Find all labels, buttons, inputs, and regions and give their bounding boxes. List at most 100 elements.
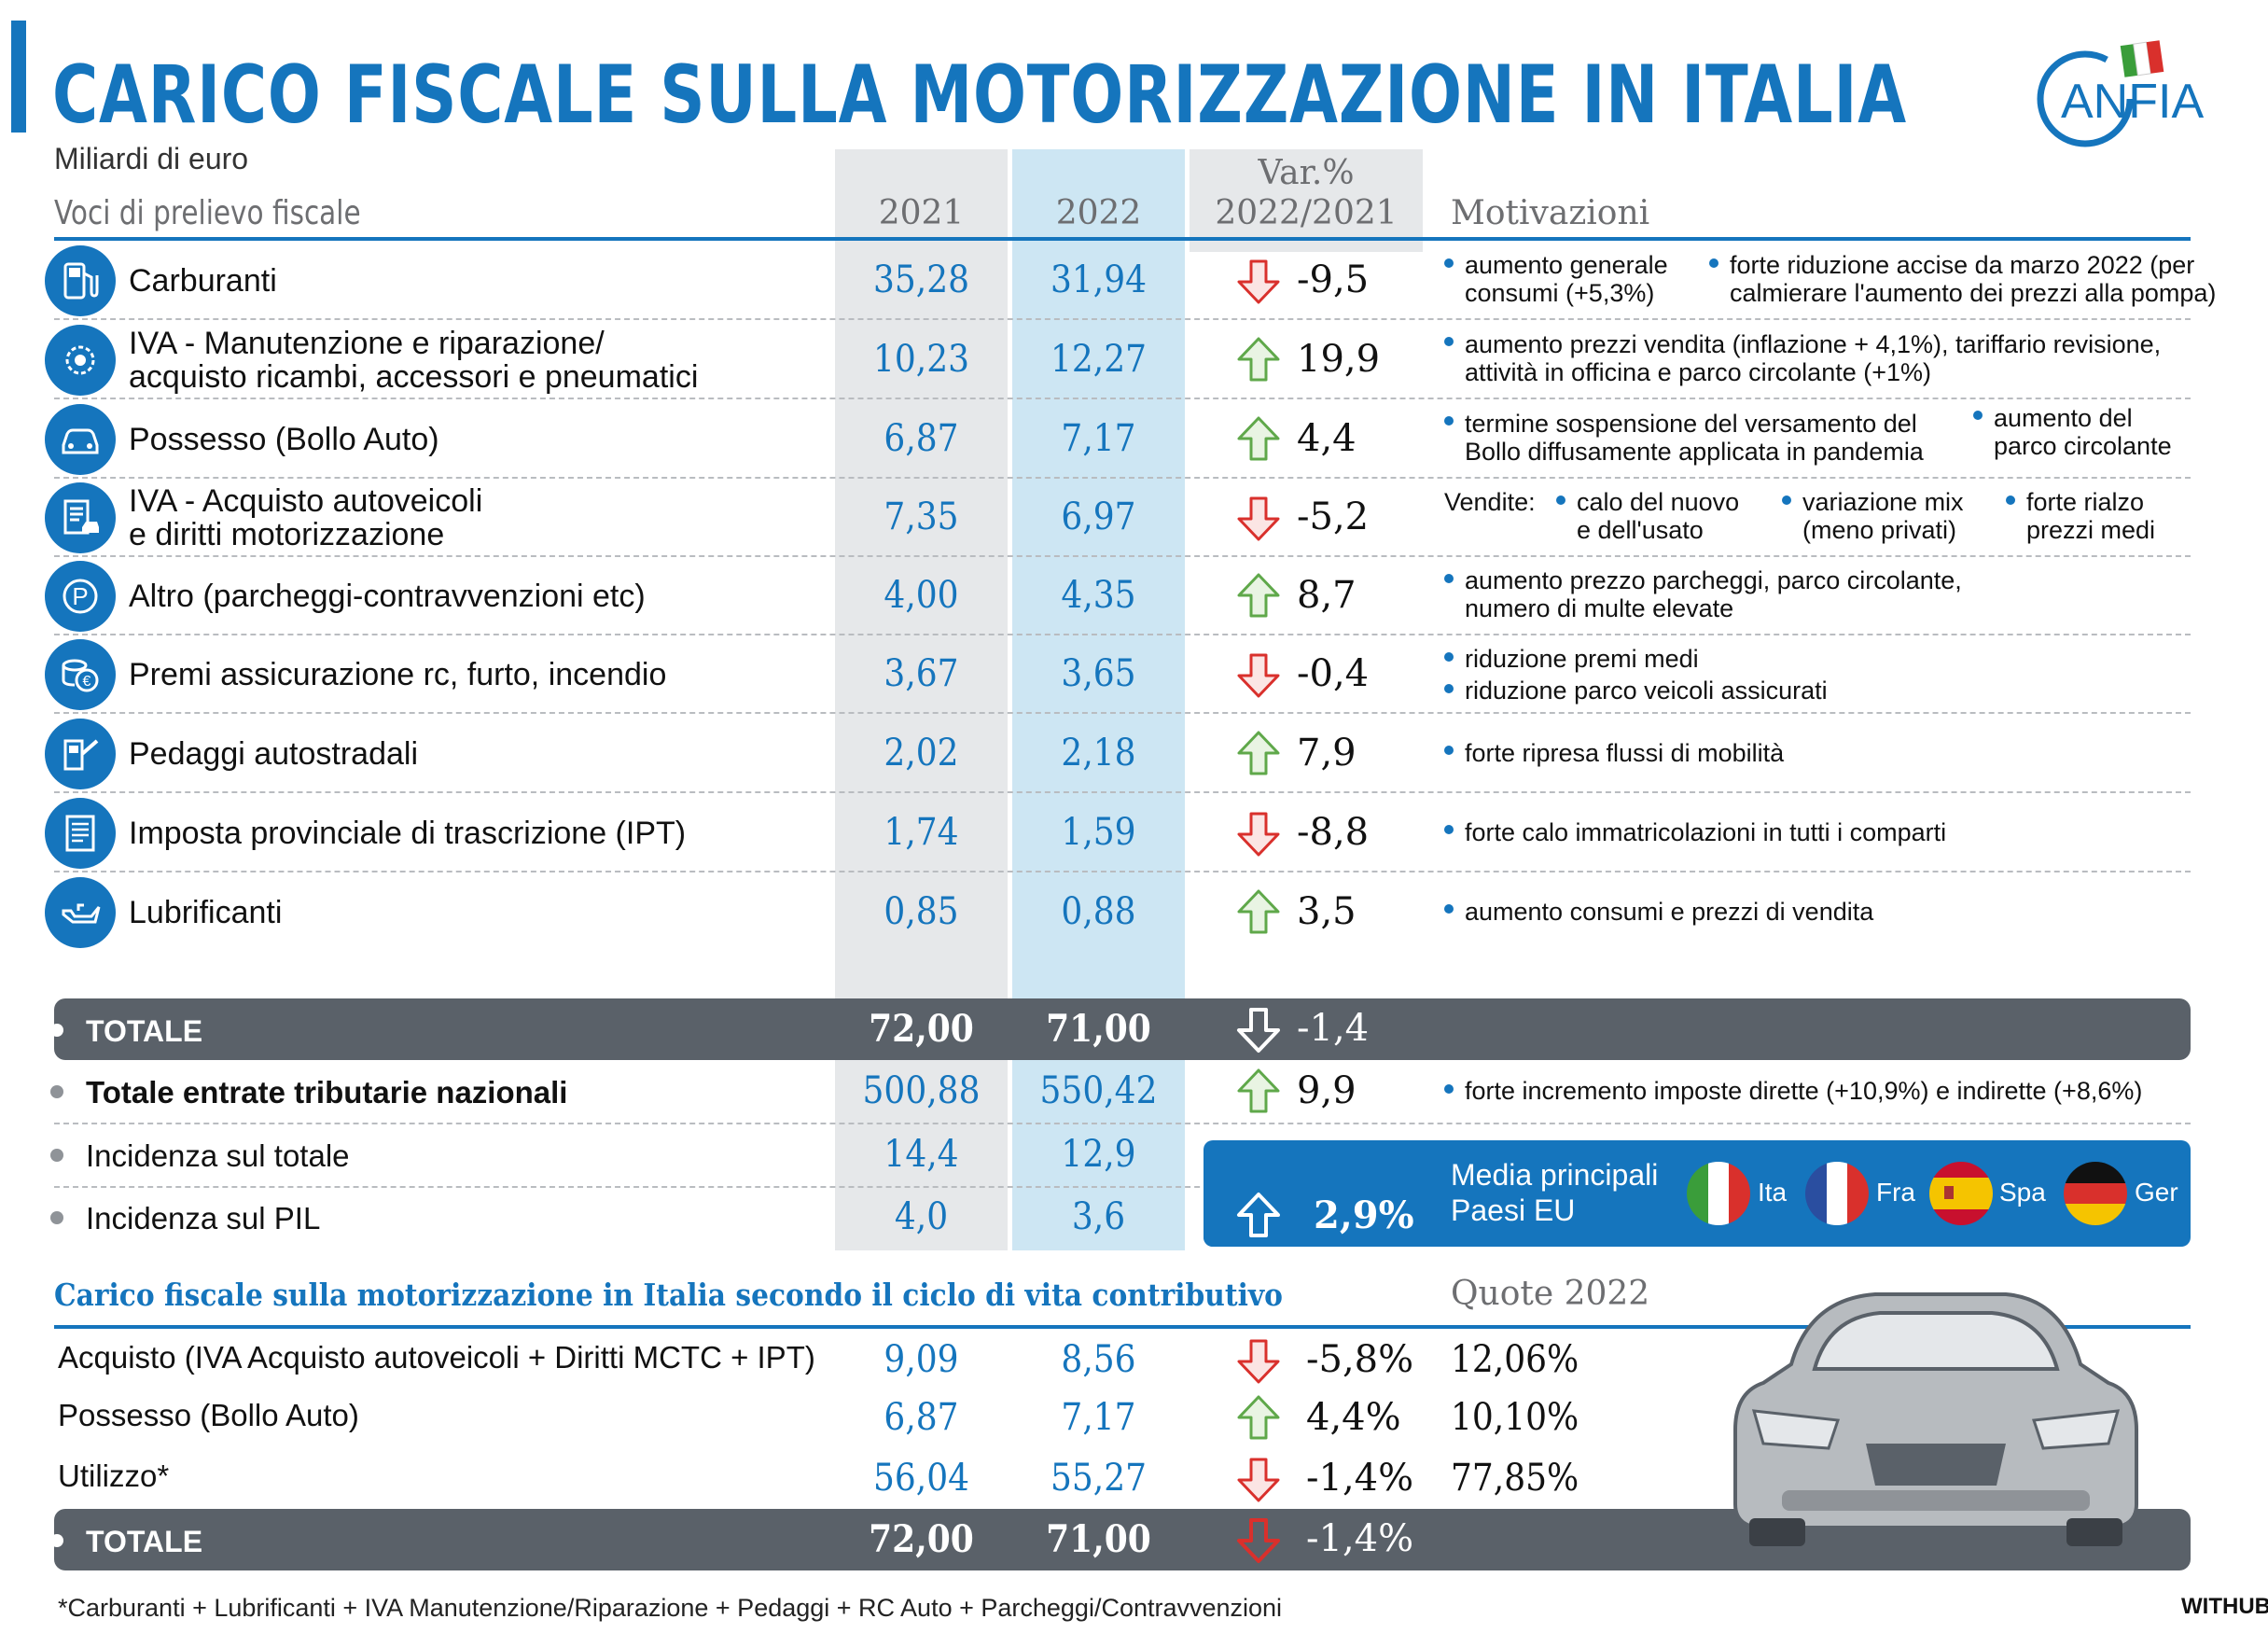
var-value: 3,5 xyxy=(1297,889,1357,933)
toll-booth-icon xyxy=(45,718,116,789)
motivazione-text: forte incremento imposte dirette (+10,9%… xyxy=(1465,1077,2143,1105)
motivazione-line: aumento generale xyxy=(1444,251,1668,279)
row-label-line1: IVA - Acquisto autoveicoli xyxy=(129,483,483,519)
down-arrow-icon xyxy=(1237,496,1280,541)
bullet-icon xyxy=(1444,683,1454,693)
column-var-header-bg xyxy=(1190,149,1423,252)
motivazione-text: aumento prezzi vendita (inflazione + 4,1… xyxy=(1465,329,2162,358)
value-2021: 2,02 xyxy=(884,731,959,775)
eu-average-label: Media principali Paesi EU xyxy=(1451,1157,1658,1228)
france-flag-icon xyxy=(1805,1162,1869,1225)
up-arrow-icon xyxy=(1237,337,1280,381)
header-2021: 2021 xyxy=(878,194,965,232)
arrow-wrap xyxy=(1233,256,1284,306)
row-separator xyxy=(54,1186,2191,1188)
italy-flag-icon xyxy=(1687,1162,1750,1225)
svg-text:ANFIA: ANFIA xyxy=(2061,75,2204,129)
row-label-line1: Pedaggi autostradali xyxy=(129,735,419,772)
flag-label-spa: Spa xyxy=(1999,1178,2046,1207)
var-value: 19,9 xyxy=(1297,337,1381,381)
row-label: Imposta provinciale di trascrizione (IPT… xyxy=(129,816,686,850)
unit-label: Miliardi di euro xyxy=(54,142,249,175)
row-separator xyxy=(54,871,2191,872)
motivazione-text: aumento generale xyxy=(1465,251,1668,279)
row-separator xyxy=(54,555,2191,557)
quote-header: Quote 2022 xyxy=(1451,1275,1650,1313)
motivazione-text: termine sospensione del versamento del xyxy=(1465,409,1917,438)
fuel-pump-icon xyxy=(45,245,116,316)
var-value: -5,2 xyxy=(1297,495,1370,538)
arrow-wrap xyxy=(1233,1393,1284,1444)
value-2021: 4,00 xyxy=(884,574,959,617)
arrow-wrap xyxy=(1233,649,1284,700)
row-label-line1: Altro (parcheggi-contravvenzioni etc) xyxy=(129,579,646,614)
row-label-line1: Possesso (Bollo Auto) xyxy=(129,421,439,457)
header-var-line1: Var.% xyxy=(1258,154,1355,192)
motivazione-item: calo del nuovo e dell'usato xyxy=(1556,488,1739,544)
up-arrow-icon xyxy=(1237,1395,1280,1440)
arrow-wrap xyxy=(1233,1335,1284,1386)
insurance-coins-icon: € xyxy=(45,639,116,710)
lifecycle-label: Acquisto (IVA Acquisto autoveicoli + Dir… xyxy=(58,1340,815,1375)
bullet-icon xyxy=(1444,1083,1454,1094)
row-label: Altro (parcheggi-contravvenzioni etc) xyxy=(129,579,646,613)
eu-label-line2: Paesi EU xyxy=(1451,1193,1576,1227)
value-2021: 9,09 xyxy=(884,1338,959,1381)
motivazione-text: aumento prezzo parcheggi, parco circolan… xyxy=(1465,566,1962,594)
bullet-icon xyxy=(1973,411,1983,421)
motivazione-item: aumento generale consumi (+5,3%) xyxy=(1444,251,1668,307)
motivazione-line: aumento prezzi vendita (inflazione + 4,1… xyxy=(1444,330,2161,358)
row-separator xyxy=(54,712,2191,714)
arrow-wrap xyxy=(1233,414,1284,465)
title-accent-bar xyxy=(11,21,26,133)
extra-row-label: Incidenza sul totale xyxy=(86,1138,350,1173)
motivazione-line: aumento del xyxy=(1973,404,2172,432)
vehicle-purchase-icon xyxy=(45,482,116,553)
row-separator xyxy=(54,477,2191,479)
lifecycle-label: Possesso (Bollo Auto) xyxy=(58,1398,359,1432)
row-separator xyxy=(54,1123,2191,1124)
motivazione-text: forte riduzione accise da marzo 2022 (pe… xyxy=(1730,251,2195,279)
flag-label-ger: Ger xyxy=(2135,1178,2178,1207)
motivazione-item: variazione mix (meno privati) xyxy=(1782,488,1964,544)
row-label-line1: Premi assicurazione rc, furto, incendio xyxy=(129,657,667,692)
var-value: 7,9 xyxy=(1297,731,1357,775)
quota-value: 77,85% xyxy=(1451,1457,1579,1500)
bullet-icon xyxy=(1444,416,1454,426)
up-arrow-icon xyxy=(1237,1068,1280,1113)
motivazione-line: aumento consumi e prezzi di vendita xyxy=(1444,898,1873,926)
motivazione-line: Bollo diffusamente applicata in pandemia xyxy=(1465,437,1924,466)
motivazione-text: variazione mix xyxy=(1802,488,1964,516)
row-separator xyxy=(54,398,2191,399)
motivazione-line: forte rialzo xyxy=(2006,488,2155,516)
motivazione-item: aumento del parco circolante xyxy=(1973,404,2172,460)
lifecycle-totale-2021: 72,00 xyxy=(869,1517,974,1561)
car-illustration xyxy=(1726,1280,2146,1551)
totale-label: TOTALE xyxy=(86,1014,203,1048)
motivazione-text: aumento consumi e prezzi di vendita xyxy=(1465,897,1874,926)
bullet-icon xyxy=(1709,258,1718,268)
header-2022: 2022 xyxy=(1055,194,1142,232)
bullet-icon xyxy=(1444,258,1454,268)
motivazione-line: aumento prezzo parcheggi, parco circolan… xyxy=(1444,566,1962,594)
eu-up-arrow-icon xyxy=(1237,1193,1280,1237)
bullet-icon xyxy=(1444,825,1454,835)
row-separator xyxy=(54,318,2191,320)
arrow-wrap xyxy=(1233,887,1284,938)
lifecycle-totale-bullet xyxy=(50,1534,63,1547)
eu-label-line1: Media principali xyxy=(1451,1158,1659,1192)
value-2021: 1,74 xyxy=(884,810,959,854)
value-2021: 7,35 xyxy=(884,495,959,538)
arrow-wrap xyxy=(1233,493,1284,543)
lifecycle-title: Carico fiscale sulla motorizzazione in I… xyxy=(54,1277,1283,1313)
bullet-icon xyxy=(1444,904,1454,914)
motivazione-item: forte incremento imposte dirette (+10,9%… xyxy=(1444,1077,2142,1105)
lifecycle-rule xyxy=(54,1325,2191,1329)
parking-icon: P xyxy=(45,561,116,632)
value-2021: 6,87 xyxy=(884,1396,959,1439)
value-2021: 6,87 xyxy=(884,416,959,460)
motivazione-line: riduzione premi medi xyxy=(1444,645,1699,673)
totale-down-arrow-icon xyxy=(1237,1008,1280,1053)
header-voci: Voci di prelievo fiscale xyxy=(54,194,361,232)
value-2022: 3,65 xyxy=(1061,652,1136,695)
